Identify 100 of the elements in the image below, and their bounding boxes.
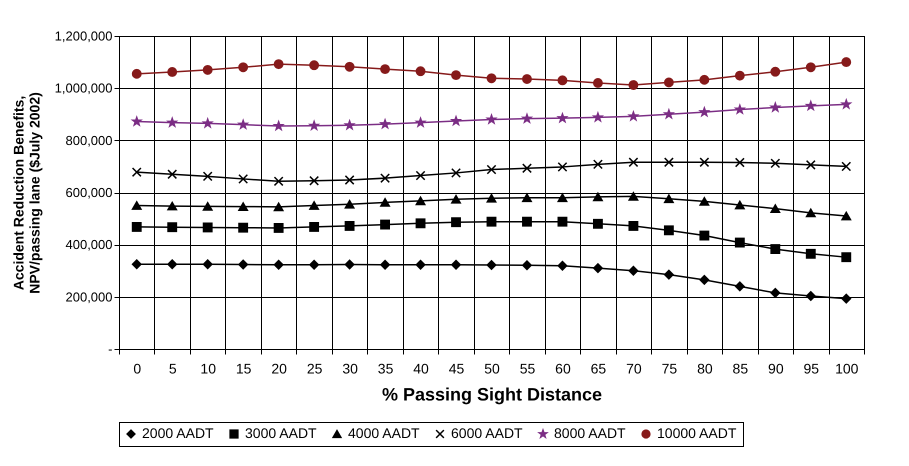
y-tick-label: 1,000,000 (54, 80, 112, 96)
point (416, 66, 426, 76)
point (699, 274, 710, 285)
point (592, 192, 603, 202)
legend-label: 2000 AADT (142, 425, 214, 441)
y-axis-title: Accident Reduction Benefits, NPV/passing lane ($July 2002) (10, 92, 43, 294)
point (274, 59, 284, 70)
point (274, 121, 284, 130)
point (238, 202, 248, 211)
point (664, 270, 674, 280)
x-tick-label: 70 (626, 360, 642, 376)
x-tick-label: 50 (484, 360, 500, 376)
point (274, 223, 284, 233)
point (664, 225, 674, 236)
point (309, 260, 320, 270)
point (699, 196, 710, 206)
point (380, 198, 390, 207)
y-tick-label: 200,000 (66, 289, 112, 304)
x-tick-label: 75 (662, 360, 678, 376)
point (628, 80, 638, 90)
point (309, 222, 320, 232)
point (806, 160, 816, 170)
point (558, 193, 568, 202)
point (238, 260, 248, 270)
point (592, 159, 603, 170)
y-tick-label: 600,000 (66, 185, 112, 200)
point (522, 193, 532, 202)
point (132, 167, 142, 178)
point (558, 260, 568, 271)
point (486, 216, 496, 227)
point (806, 291, 816, 301)
point (238, 120, 248, 129)
x-tick-label: 35 (378, 360, 394, 376)
point (202, 202, 213, 211)
point (380, 220, 390, 230)
point (841, 212, 852, 220)
point (451, 217, 461, 228)
point (664, 194, 674, 204)
point (380, 119, 390, 128)
point (309, 120, 319, 130)
point (770, 158, 780, 168)
point (132, 259, 142, 270)
point (486, 114, 496, 124)
point (734, 70, 745, 81)
point (558, 113, 568, 122)
point (132, 68, 142, 79)
point (380, 260, 390, 270)
point (770, 66, 780, 77)
point (735, 104, 745, 114)
point (344, 62, 355, 72)
point (770, 288, 780, 298)
x-tick-label: 45 (448, 360, 465, 376)
point (806, 208, 816, 218)
point (628, 111, 638, 120)
point (416, 170, 426, 180)
point (132, 201, 142, 210)
point (841, 57, 852, 68)
point (486, 73, 496, 84)
point (202, 259, 213, 270)
point (522, 216, 532, 227)
point (344, 120, 354, 130)
x-tick-label: 5 (168, 360, 177, 376)
point (202, 171, 213, 182)
point (806, 62, 816, 72)
x-tick-label: 40 (413, 360, 430, 376)
point (309, 60, 320, 70)
x-tick-label: 95 (803, 360, 820, 376)
x-tick-label: 10 (200, 360, 216, 376)
point (700, 107, 710, 116)
point (841, 294, 852, 304)
y-tick-label: 400,000 (66, 237, 112, 252)
x-axis-title: % Passing Sight Distance (382, 384, 602, 404)
point (699, 74, 710, 85)
point (486, 164, 496, 174)
point (628, 220, 638, 231)
point (416, 118, 426, 127)
point (770, 244, 780, 254)
point (734, 238, 745, 248)
point (522, 114, 532, 123)
point (416, 218, 426, 228)
point (451, 70, 461, 80)
point (558, 162, 568, 172)
x-tick-label: 30 (342, 360, 358, 376)
point (699, 157, 710, 168)
point (558, 75, 568, 86)
point (734, 158, 745, 168)
point (628, 157, 638, 168)
point (451, 116, 461, 126)
point (486, 260, 496, 270)
point (274, 260, 284, 270)
point (699, 230, 710, 240)
point (309, 201, 320, 210)
legend-label: 10000 AADT (657, 425, 737, 441)
point (344, 220, 355, 231)
point (522, 260, 532, 270)
point (274, 202, 284, 212)
point (522, 163, 532, 174)
point (167, 259, 178, 270)
point (380, 173, 390, 184)
legend-label: 3000 AADT (245, 425, 318, 441)
